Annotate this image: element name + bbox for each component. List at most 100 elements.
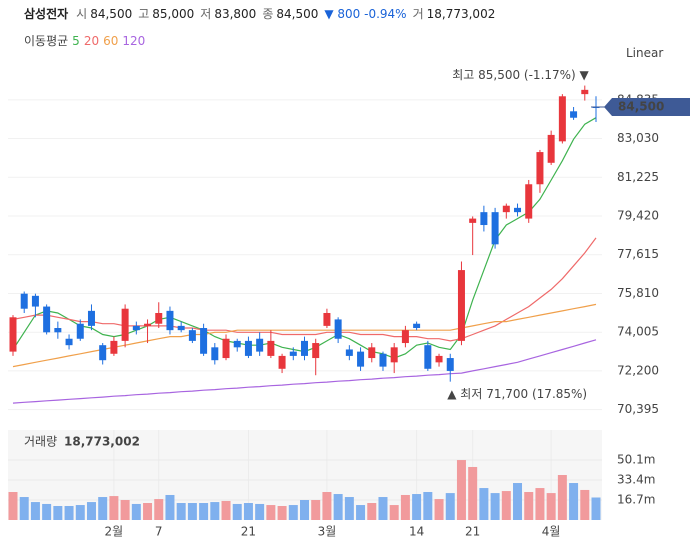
price-change: ▼ 800 -0.94% [324,7,407,21]
volume-bar [277,505,287,520]
candle-body [301,340,308,356]
last-price-label: 84,500 [618,100,664,114]
volume-bar [367,503,377,520]
volume-bar [513,483,523,520]
volume-bar [187,503,197,520]
volume-bar [356,505,366,520]
candle-body [581,89,589,95]
candle-body [188,330,196,341]
volume-bar [42,503,52,520]
candle-body [334,319,342,339]
candle-body [233,340,241,348]
volume-bar [322,491,332,520]
candle-body [267,340,275,356]
field-label: 고 [138,7,150,21]
candle-body [570,111,578,118]
candle-body [9,317,17,352]
field-value: 84,500 [90,7,133,21]
volume-bar [143,503,153,520]
max-annotation: 최고 85,500 (-1.17%) ▼ [452,68,589,82]
volume-title: 거래량 [24,435,57,449]
x-tick-label: 7 [155,525,163,539]
candle-body [31,295,39,307]
y-tick-label: 83,030 [617,131,659,145]
volume-bar [400,494,410,520]
y-tick-label: 70,395 [617,402,659,416]
candle-body [502,205,510,213]
volume-bar [86,502,96,520]
volume-bar [221,500,231,520]
field-label: 시 [76,7,88,21]
volume-bar [131,503,141,520]
field-value: 85,000 [152,7,195,21]
volume-bar [479,488,489,520]
x-tick-label: 3월 [318,525,337,539]
volume-bar [243,503,253,520]
candle-body [200,328,208,354]
volume-bar [490,493,500,520]
volume-bar [266,505,276,520]
volume-bar [165,494,175,520]
volume-bar [109,496,119,520]
candle-body [446,358,454,371]
volume-bar [19,497,29,520]
volume-bar [434,499,444,520]
volume-bar [300,500,309,520]
volume-bar [333,494,343,520]
field-value: 84,500 [276,7,319,21]
volume-bar [154,499,164,520]
x-tick-label: 4월 [542,525,561,539]
candle-body [76,323,84,339]
candle-body [401,330,409,344]
y-tick-label: 72,200 [617,363,659,377]
volume-bar [344,497,354,520]
candle-body [323,312,331,326]
candle-body [457,270,465,341]
volume-bar [389,505,399,520]
field-value: 83,800 [214,7,257,21]
candle-body [379,353,387,367]
min-annotation: ▲ 최저 71,700 (17.85%) [447,387,587,401]
ma-line [12,339,597,404]
volume-bar [232,503,242,520]
volume-bar [423,491,433,520]
candle-body [87,310,95,326]
candle-body [480,212,488,226]
volume-bar [456,460,466,520]
candle-body [435,355,443,363]
volume-bar [378,497,388,520]
x-tick-label: 2월 [105,525,124,539]
candle-body [166,310,174,331]
volume-bar [524,491,534,520]
candle-body [491,212,499,245]
candle-body [244,340,252,356]
volume-bar [557,475,567,520]
candle-body [345,349,353,356]
field-value: 18,773,002 [426,7,496,21]
x-tick-label: 21 [241,525,256,539]
volume-bar [535,488,545,520]
candle-body [312,343,320,359]
candle-body [144,323,152,326]
field-label: 거 [412,7,424,21]
x-tick-label: 14 [409,525,424,539]
ma-line [12,117,597,359]
candle-body [222,338,230,359]
candle-body [177,325,185,331]
quote-header: 삼성전자 시 84,500 고 85,000 저 83,800 종 84,500 ▼ 800 -0… [24,5,501,22]
candle-body [390,347,398,363]
volume-bar [591,497,601,520]
volume-bar [569,483,579,520]
candle-body [558,96,566,142]
legend-entry: 5 [72,34,80,48]
volume-bar [580,489,590,520]
candle-body [155,312,163,324]
volume-bar [199,503,209,520]
volume-bar [288,505,298,520]
ma-line [12,237,597,342]
scale-selector[interactable]: Linear [626,46,664,60]
candle-body [20,293,28,309]
candle-body [211,347,219,361]
